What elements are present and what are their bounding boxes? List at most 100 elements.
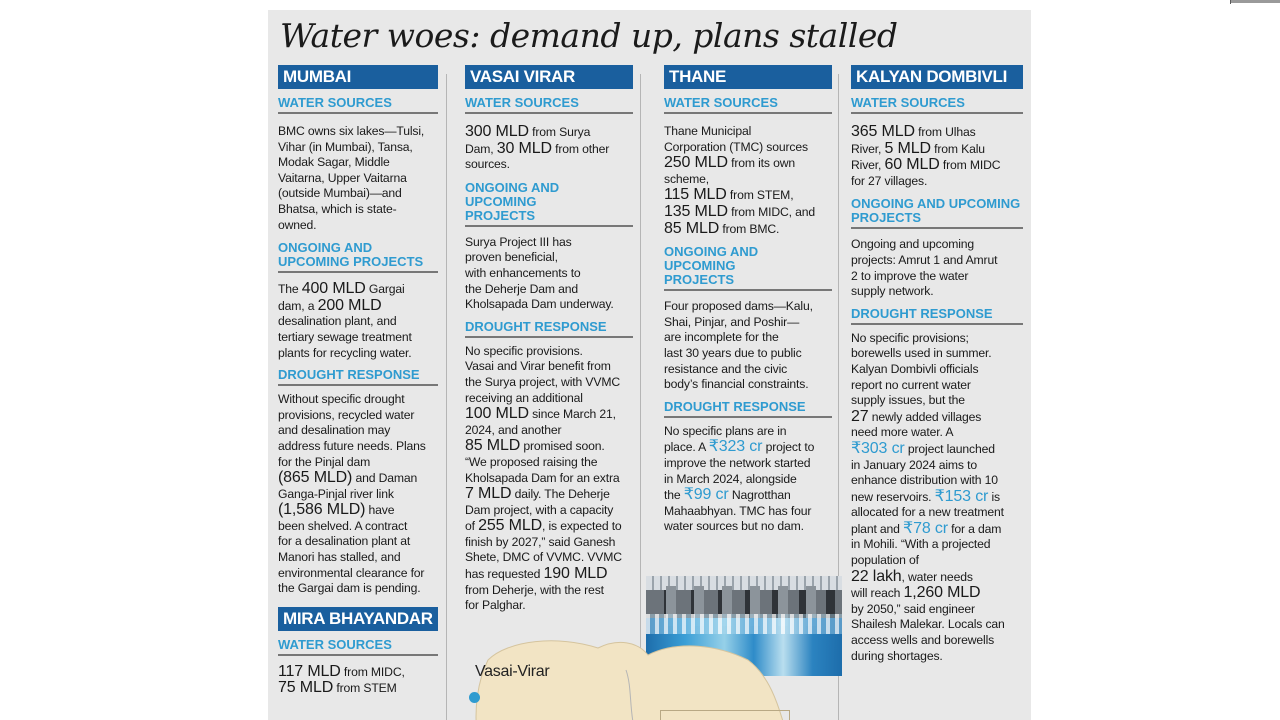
vasai-projects-text: Surya Project III has proven beneficial, w… [465, 235, 633, 313]
text-line: River, [851, 158, 885, 173]
infographic-panel: Water woes: demand up, plans stalled MUM… [268, 10, 1031, 720]
map-label-vasai-virar: Vasai-Virar [475, 663, 550, 680]
text-line: No specific plans are in [664, 423, 787, 438]
column-vasai-virar: VASAI VIRAR WATER SOURCES 300 MLD from S… [465, 65, 633, 614]
text-line: Kholsapada Dam for an extra [465, 470, 620, 485]
kalyan-projects-text: Ongoing and upcoming projects: Amrut 1 an… [851, 237, 1023, 299]
text-line: will reach [851, 586, 904, 601]
text-line: newly added villages [868, 409, 982, 424]
section-water-sources: WATER SOURCES [664, 96, 832, 114]
section-ongoing-projects: ONGOING AND UPCOMING PROJECTS [278, 240, 438, 274]
text-line: the [664, 488, 684, 503]
text-line: 300 MLD [465, 123, 529, 140]
text-line: ₹78 cr [903, 519, 948, 537]
text-line: ONGOING AND [278, 240, 373, 256]
text-line: water sources but no dam. [664, 519, 804, 534]
column-divider [838, 74, 839, 720]
text-line: of [465, 519, 479, 534]
mira-sources-text: 117 MLD from MIDC, 75 MLD from STEM [278, 663, 438, 697]
text-line: ₹303 cr [851, 439, 905, 457]
section-ongoing-projects: ONGOING AND UPCOMING PROJECTS [465, 180, 633, 227]
text-line: ₹99 cr [683, 486, 729, 504]
page-title: Water woes: demand up, plans stalled [280, 16, 898, 55]
corner-tick [1230, 0, 1231, 4]
text-line: Modak Sagar, Middle [278, 155, 390, 170]
text-line: 1,260 MLD [903, 584, 981, 602]
text-line: Vaitarna, Upper Vaitarna [278, 170, 407, 185]
text-line: from STEM, [726, 188, 794, 203]
text-line: PROJECTS [664, 272, 735, 288]
text-line: Vasai and Virar benefit from [465, 359, 611, 374]
text-line: ₹323 cr [708, 438, 763, 456]
text-line: tertiary sewage treatment [278, 329, 412, 344]
text-line: during shortages. [851, 648, 943, 663]
text-line: Manori has stalled, and [278, 550, 401, 565]
city-header-mira-bhayandar: MIRA BHAYANDAR [278, 606, 438, 631]
kalyan-sources-text: 365 MLD from Ulhas River, 5 MLD from Kal… [851, 124, 1023, 189]
text-line: supply network. [851, 284, 934, 299]
text-line: body’s financial constraints. [664, 377, 809, 392]
text-line: place. A [664, 440, 709, 455]
thane-projects-text: Four proposed dams—Kalu, Shai, Pinjar, an… [664, 299, 832, 393]
text-line: receiving an additional [465, 390, 583, 405]
text-line: provisions, recycled water [278, 407, 415, 422]
text-line: Corporation (TMC) sources [664, 139, 808, 154]
text-line: Ongoing and upcoming [851, 237, 975, 252]
text-line: ONGOING AND UPCOMING [851, 196, 1021, 212]
text-line: Dam project, with a capacity [465, 502, 614, 517]
text-line: for a dam [947, 521, 1002, 536]
text-line: 400 MLD [301, 280, 366, 298]
text-line: 200 MLD [317, 296, 382, 314]
text-line: Mahaabhyan. TMC has four [664, 503, 812, 518]
text-line: (1,586 MLD) [278, 501, 366, 519]
text-line: (outside Mumbai)—and [278, 186, 402, 201]
text-line: Kholsapada Dam underway. [465, 297, 614, 312]
section-drought-response: DROUGHT RESPONSE [465, 319, 633, 338]
text-line: from Kalu [930, 141, 985, 156]
city-header-vasai-virar: VASAI VIRAR [465, 65, 633, 89]
text-line: since March 21, [528, 407, 616, 422]
mumbai-drought-text: Without specific drought provisions, recy… [278, 392, 438, 597]
text-line: owned. [278, 217, 317, 232]
text-line: PROJECTS [851, 210, 922, 226]
text-line: in March 2024, alongside [664, 471, 797, 486]
text-line: River, [851, 141, 885, 156]
text-line: Nagrotthan [728, 488, 791, 503]
text-line: project launched [904, 441, 995, 456]
text-line: from MIDC [939, 158, 1001, 173]
text-line: supply issues, but the [851, 393, 965, 408]
section-drought-response: DROUGHT RESPONSE [851, 306, 1023, 325]
section-water-sources: WATER SOURCES [278, 96, 438, 114]
text-line: projects: Amrut 1 and Amrut [851, 252, 998, 267]
text-line: from STEM [333, 681, 397, 696]
text-line: Dam, [465, 141, 497, 156]
text-line: from Deherje, with the rest [465, 582, 604, 597]
city-header-thane: THANE [664, 65, 832, 89]
text-line: from Ulhas [914, 125, 976, 139]
text-line: resistance and the civic [664, 361, 788, 376]
text-line: by 2050,” said engineer [851, 601, 975, 616]
text-line: , water needs [901, 569, 973, 584]
section-water-sources: WATER SOURCES [465, 96, 633, 114]
text-line: 22 lakh [851, 567, 902, 585]
text-line: 5 MLD [884, 139, 932, 157]
text-line: UPCOMING PROJECTS [278, 254, 424, 270]
corner-divider [1230, 0, 1280, 3]
text-line: finish by 2027,” said Ganesh [465, 534, 616, 549]
text-line: 60 MLD [884, 156, 940, 174]
text-line: for a desalination plant at [278, 534, 411, 549]
text-line: are incomplete for the [664, 330, 779, 345]
region-map [475, 640, 784, 720]
text-line: Shai, Pinjar, and Poshir— [664, 314, 800, 329]
column-mumbai: MUMBAI WATER SOURCES BMC owns six lakes—… [278, 65, 438, 697]
kalyan-drought-text: No specific provisions; borewells used in… [851, 331, 1023, 664]
text-line: for the Pinjal dam [278, 454, 371, 469]
text-line: from its own [727, 156, 796, 171]
text-line: allocated for a new treatment [851, 505, 1004, 520]
text-line: enhance distribution with 10 [851, 473, 998, 488]
text-line: Vihar (in Mumbai), Tansa, [278, 139, 413, 154]
text-line: Bhatsa, which is state- [278, 201, 397, 216]
text-line: PROJECTS [465, 207, 536, 223]
text-line: environmental clearance for [278, 565, 425, 580]
text-line: (865 MLD) [278, 469, 353, 487]
